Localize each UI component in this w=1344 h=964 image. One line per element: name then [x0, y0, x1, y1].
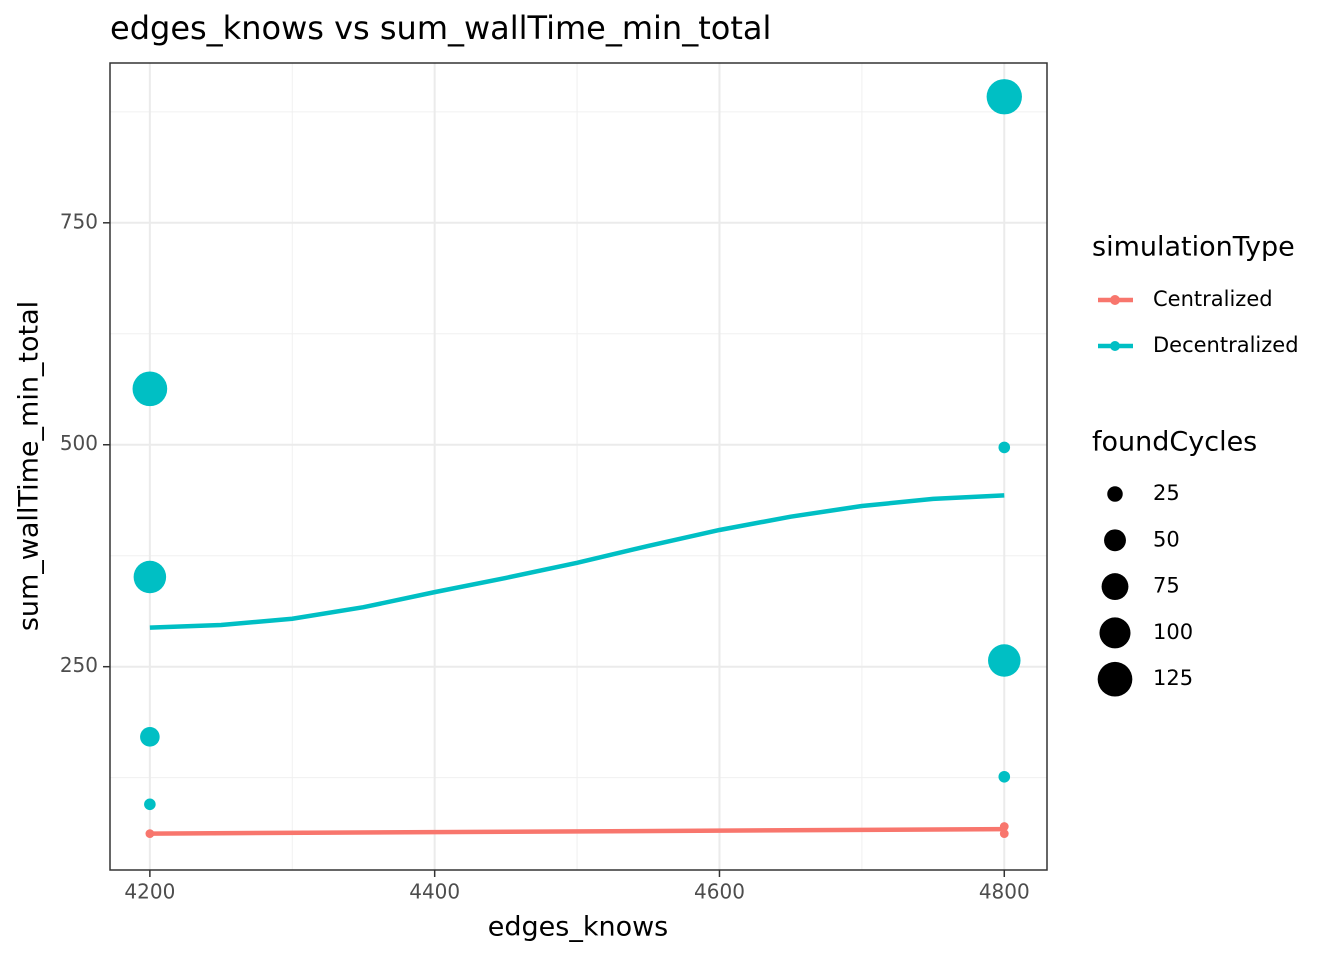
point	[132, 371, 168, 407]
y-axis-label: sum_wallTime_min_total	[14, 301, 45, 631]
point	[998, 770, 1011, 783]
x-tick-label: 4400	[409, 880, 460, 904]
legend-label: Decentralized	[1153, 333, 1299, 357]
legend-label: Centralized	[1153, 287, 1273, 311]
point	[140, 727, 160, 747]
legend-size-key	[1099, 617, 1131, 649]
legend-title: foundCycles	[1092, 427, 1257, 458]
plot-border	[109, 62, 1048, 871]
legend-label: 75	[1153, 574, 1180, 598]
legend-label: 125	[1153, 666, 1193, 690]
y-tick-label: 500	[60, 431, 98, 455]
legend-key-point	[1110, 341, 1120, 351]
legend-label: 25	[1153, 481, 1180, 505]
legend-size-key	[1097, 661, 1133, 697]
smooth-line	[149, 826, 1005, 836]
legend-size-key	[1101, 573, 1129, 601]
x-tick-label: 4800	[979, 880, 1030, 904]
smooth-line	[149, 493, 1005, 630]
x-tick-label: 4200	[124, 880, 175, 904]
point	[998, 441, 1011, 454]
legend-size-key	[1107, 486, 1123, 502]
point	[144, 798, 156, 811]
point	[988, 644, 1021, 677]
legend-size-key	[1104, 529, 1126, 552]
legend-title: simulationType	[1092, 232, 1295, 263]
y-tick-label: 750	[60, 209, 98, 233]
legend-key-point	[1110, 295, 1120, 305]
legend-label: 100	[1153, 620, 1193, 644]
chart-title: edges_knows vs sum_wallTime_min_total	[110, 9, 771, 47]
point	[986, 79, 1022, 115]
x-axis-label: edges_knows	[488, 912, 668, 943]
point	[133, 560, 167, 594]
x-tick-label: 4600	[694, 880, 745, 904]
y-tick-label: 250	[60, 653, 98, 677]
legend-label: 50	[1153, 527, 1180, 551]
